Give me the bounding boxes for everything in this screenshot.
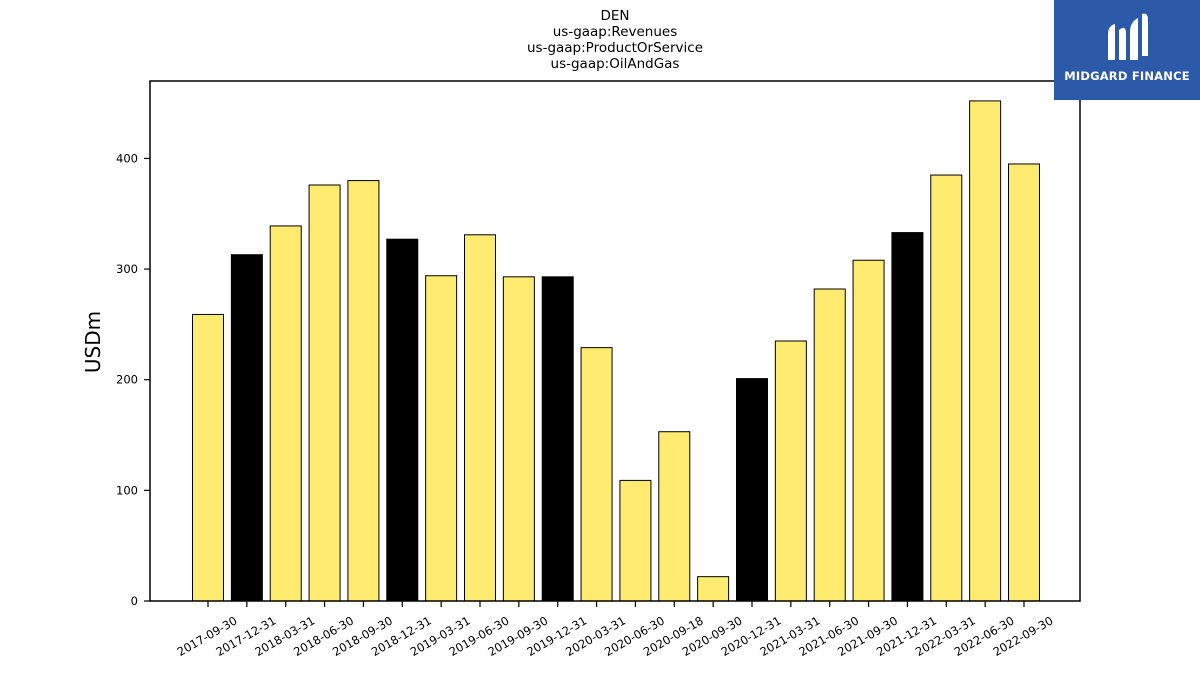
bar xyxy=(425,275,458,602)
bar xyxy=(463,234,496,602)
y-tick-label: 300 xyxy=(116,262,138,276)
bar xyxy=(735,378,768,602)
y-axis-label: USDm xyxy=(81,311,105,373)
chart-title: DENus-gaap:Revenuesus-gaap:ProductOrServ… xyxy=(527,8,703,72)
bar xyxy=(852,259,885,602)
bar xyxy=(774,340,807,602)
y-tick-label: 200 xyxy=(116,373,138,387)
bar xyxy=(308,184,341,602)
x-axis: 2017-09-302017-12-312018-03-312018-06-30… xyxy=(175,601,1055,659)
bar xyxy=(580,347,613,602)
bars-group xyxy=(192,100,1040,602)
bar xyxy=(930,174,963,602)
y-axis: 0 100 200 300 400 xyxy=(116,151,150,608)
bar xyxy=(619,479,652,602)
plot-frame xyxy=(149,80,1081,602)
bar xyxy=(1007,163,1040,602)
bar xyxy=(658,431,691,602)
bar xyxy=(697,576,730,602)
bar xyxy=(891,232,924,602)
mf-monogram-icon xyxy=(1108,13,1148,60)
chart-title-line: us-gaap:ProductOrService xyxy=(527,40,703,56)
y-tick-label: 400 xyxy=(116,151,138,165)
y-tick-label: 100 xyxy=(116,483,138,497)
bar xyxy=(969,100,1002,602)
bar xyxy=(269,225,302,602)
chart-title-line: us-gaap:Revenues xyxy=(553,24,678,40)
bar xyxy=(192,313,224,602)
bar xyxy=(347,180,380,602)
chart-title-line: DEN xyxy=(600,8,629,24)
y-tick-label: 0 xyxy=(131,594,138,608)
midgard-finance-logo: MIDGARD FINANCE xyxy=(1054,0,1200,100)
bar xyxy=(813,288,846,602)
chart-title-line: us-gaap:OilAndGas xyxy=(551,56,680,72)
bar xyxy=(541,276,574,602)
logo-text: MIDGARD FINANCE xyxy=(1064,69,1190,83)
bar xyxy=(230,254,263,602)
bar xyxy=(502,276,535,602)
bar xyxy=(386,238,419,602)
